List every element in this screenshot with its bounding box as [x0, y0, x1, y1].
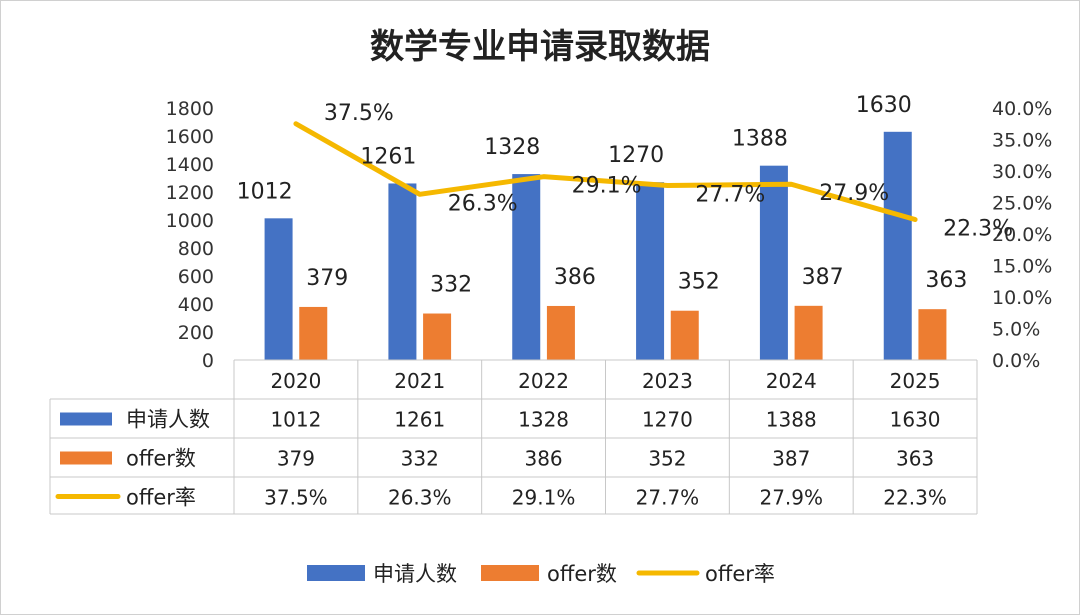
bar-data-label: 1388: [732, 127, 788, 152]
left-axis-tick-label: 800: [178, 238, 214, 260]
bar-data-label: 352: [678, 270, 720, 295]
table-legend-key: [60, 451, 112, 465]
table-cell: 387: [772, 447, 810, 471]
bar-offers: [423, 313, 452, 360]
left-axis-tick-label: 1200: [166, 182, 214, 204]
right-axis-tick-label: 15.0%: [992, 256, 1052, 278]
left-axis-tick-label: 200: [178, 322, 214, 344]
bar-data-label: 1270: [608, 143, 664, 168]
bar-applicants: [883, 131, 912, 360]
table-series-name: offer率: [126, 486, 196, 510]
table-cell: 26.3%: [388, 486, 452, 510]
bar-applicants: [512, 174, 541, 360]
table-cell: 379: [277, 447, 315, 471]
right-axis-tick-label: 25.0%: [992, 193, 1052, 215]
bar-offers: [546, 305, 575, 360]
table-cell: 1630: [890, 408, 941, 432]
legend-key: [481, 565, 539, 581]
bar-series: [264, 131, 947, 360]
bar-data-label: 1328: [484, 135, 540, 160]
right-axis-tick-label: 0.0%: [992, 350, 1040, 372]
bar-offers: [918, 309, 947, 360]
table-cell: 27.7%: [636, 486, 700, 510]
x-axis-category-label: 2021: [394, 369, 445, 393]
legend: 申请人数 offer数 offer率: [307, 562, 775, 586]
legend-key: [307, 565, 365, 581]
bar-applicants: [636, 182, 665, 360]
left-axis-tick-label: 1400: [166, 154, 214, 176]
table-cell: 363: [896, 447, 934, 471]
table-legend-key: [60, 412, 112, 426]
chart-title: 数学专业申请录取数据: [370, 27, 710, 67]
bar-offers: [794, 305, 823, 360]
bar-applicants: [388, 183, 417, 360]
line-data-label: 37.5%: [324, 101, 394, 126]
table-cell: 1328: [518, 408, 569, 432]
line-data-label: 27.7%: [695, 182, 765, 207]
bar-data-label: 386: [554, 265, 596, 290]
table-cell: 1270: [642, 408, 693, 432]
bar-applicants: [759, 165, 788, 360]
bar-data-label: 363: [925, 268, 967, 293]
bar-data-label: 387: [802, 265, 844, 290]
legend-label: offer数: [547, 562, 617, 586]
right-axis-tick-label: 5.0%: [992, 319, 1040, 341]
left-axis-tick-label: 600: [178, 266, 214, 288]
x-axis-category-label: 2020: [270, 369, 321, 393]
left-axis-tick-label: 1600: [166, 126, 214, 148]
line-offer-rate: [293, 121, 918, 223]
bar-data-label: 1261: [360, 144, 416, 169]
legend-label: 申请人数: [373, 562, 457, 586]
left-axis-tick-label: 0: [202, 350, 214, 372]
line-data-label: 27.9%: [819, 181, 889, 206]
left-axis: 0 200 400 600 800 1000 1200 1400 1600 1800: [166, 98, 214, 372]
line-data-label: 29.1%: [572, 174, 642, 199]
x-axis-category-label: 2022: [518, 369, 569, 393]
table-cell: 37.5%: [264, 486, 328, 510]
left-axis-tick-label: 1800: [166, 98, 214, 120]
right-axis: 0.0% 5.0% 10.0% 15.0% 20.0% 25.0% 30.0% 35.0% 40…: [992, 98, 1052, 372]
table-cell: 1012: [270, 408, 321, 432]
bar-data-label: 1012: [237, 179, 293, 204]
table-cell: 386: [524, 447, 562, 471]
right-axis-tick-label: 35.0%: [992, 130, 1052, 152]
line-data-label: 22.3%: [943, 217, 1013, 242]
left-axis-tick-label: 400: [178, 294, 214, 316]
table-series-name: 申请人数: [126, 408, 210, 432]
x-axis-category-label: 2025: [890, 369, 941, 393]
table-cell: 22.3%: [883, 486, 947, 510]
bar-offers: [299, 306, 328, 360]
data-labels: 1012 1261 1328 1270 1388 1630 379 332 386 352 387 3…: [237, 93, 1013, 298]
right-axis-tick-label: 10.0%: [992, 287, 1052, 309]
table-cell: 1388: [766, 408, 817, 432]
x-axis-category-label: 2024: [766, 369, 817, 393]
line-data-label: 26.3%: [448, 191, 518, 216]
line-series: [293, 121, 918, 223]
right-axis-tick-label: 40.0%: [992, 98, 1052, 120]
x-axis-category-label: 2023: [642, 369, 693, 393]
table-cell: 352: [648, 447, 686, 471]
data-table: 2020 2021 2022 2023 2024 2025 申请人数 1012 1261 1328…: [49, 359, 978, 515]
bar-applicants: [264, 218, 293, 360]
bar-data-label: 1630: [856, 93, 912, 118]
bar-data-label: 379: [306, 266, 348, 291]
table-cell: 29.1%: [512, 486, 576, 510]
bar-data-label: 332: [430, 273, 472, 298]
right-axis-tick-label: 30.0%: [992, 161, 1052, 183]
table-cell: 1261: [394, 408, 445, 432]
table-cell: 332: [401, 447, 439, 471]
bar-offers: [670, 310, 699, 360]
table-cell: 27.9%: [759, 486, 823, 510]
left-axis-tick-label: 1000: [166, 210, 214, 232]
table-series-name: offer数: [126, 447, 196, 471]
right-axis-tick-label: 20.0%: [992, 224, 1052, 246]
legend-label: offer率: [705, 562, 775, 586]
